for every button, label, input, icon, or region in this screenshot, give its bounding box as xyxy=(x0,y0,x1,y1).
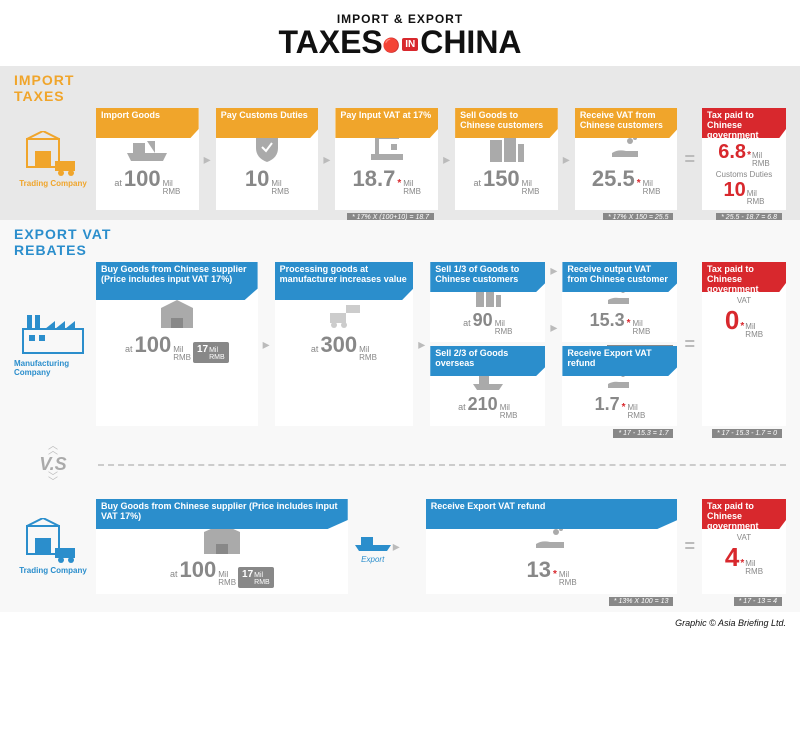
header-subtitle: IMPORT & EXPORT xyxy=(0,12,800,26)
export2-result: Tax paid to Chinese government VAT 4*Mil… xyxy=(702,499,786,594)
export-title: EXPORT VAT REBATES xyxy=(14,226,786,258)
export1-step-3b: Sell 2/3 of Goods overseas at210Mil RMB xyxy=(430,346,545,426)
header-title: TAXES🔴INCHINA xyxy=(0,26,800,58)
export-company-2: Trading Company xyxy=(14,499,92,594)
export1-result: Tax paid to Chinese government VAT 0*Mil… xyxy=(702,262,786,426)
equals-icon: = xyxy=(681,262,698,426)
vat-badge: 17Mil RMB xyxy=(238,567,274,588)
credit: Graphic © Asia Briefing Ltd. xyxy=(0,612,800,634)
export2-section: Trading Company Buy Goods from Chinese s… xyxy=(0,489,800,612)
import-step-2: Pay Customs Duties 10Mil RMB xyxy=(216,108,319,210)
import-result: Tax paid to Chinese government VAT 6.8*M… xyxy=(702,108,786,210)
arrow-icon: Export ▸ xyxy=(352,499,422,594)
coins-icon: 🔴 xyxy=(383,38,400,52)
import-section: IMPORT TAXES Trading Company Import Good… xyxy=(0,66,800,220)
arrow-icon: ▸ xyxy=(262,262,271,426)
import-step-4: Sell Goods to Chinese customers at150Mil… xyxy=(455,108,558,210)
forklift-icon xyxy=(324,296,364,332)
arrow-icon: ▸▸ xyxy=(549,262,558,426)
arrow-icon: ▸ xyxy=(562,108,571,210)
arrow-icon: ▸ xyxy=(442,108,451,210)
vs-divider: ︿︿ V.S ﹀﹀ xyxy=(0,440,800,489)
equals-icon: = xyxy=(681,108,698,210)
warehouse-icon xyxy=(157,296,197,332)
export-section: EXPORT VAT REBATES Manufacturing Company… xyxy=(0,220,800,440)
export1-step-2: Processing goods at manufacturer increas… xyxy=(275,262,414,426)
import-step-3: Pay Input VAT at 17% 18.7*Mil RMB * 17% … xyxy=(335,108,438,210)
export2-step-1: Buy Goods from Chinese supplier (Price i… xyxy=(96,499,348,594)
import-step-5: Receive VAT from Chinese customers 25.5*… xyxy=(575,108,678,210)
export-ship-icon: Export xyxy=(353,529,393,564)
import-step-1: Import Goods at100Mil RMB xyxy=(96,108,199,210)
export-company-1: Manufacturing Company xyxy=(14,262,92,426)
factory-icon xyxy=(21,311,85,357)
import-title: IMPORT TAXES xyxy=(14,72,786,104)
import-company: Trading Company xyxy=(14,108,92,210)
export1-step-4b: Receive Export VAT refund 1.7*Mil RMB * … xyxy=(562,346,677,426)
warehouse-truck-icon xyxy=(23,518,83,564)
arrow-icon: ▸ xyxy=(417,262,426,426)
export1-step-1: Buy Goods from Chinese supplier (Price i… xyxy=(96,262,258,426)
arrow-icon: ▸ xyxy=(322,108,331,210)
export1-step-3a: Sell 1/3 of Goods to Chinese customers a… xyxy=(430,262,545,342)
equals-icon: = xyxy=(681,499,698,594)
export2-step-2: Receive Export VAT refund 13*Mil RMB * 1… xyxy=(426,499,678,594)
export1-split-b: Receive output VAT from Chinese customer… xyxy=(562,262,677,426)
arrow-icon: ▸ xyxy=(203,108,212,210)
export1-split-a: Sell 1/3 of Goods to Chinese customers a… xyxy=(430,262,545,426)
header: IMPORT & EXPORT TAXES🔴INCHINA xyxy=(0,0,800,66)
export1-step-4a: Receive output VAT from Chinese customer… xyxy=(562,262,677,342)
vat-badge: 17Mil RMB xyxy=(193,342,229,363)
warehouse-truck-icon xyxy=(23,131,83,177)
